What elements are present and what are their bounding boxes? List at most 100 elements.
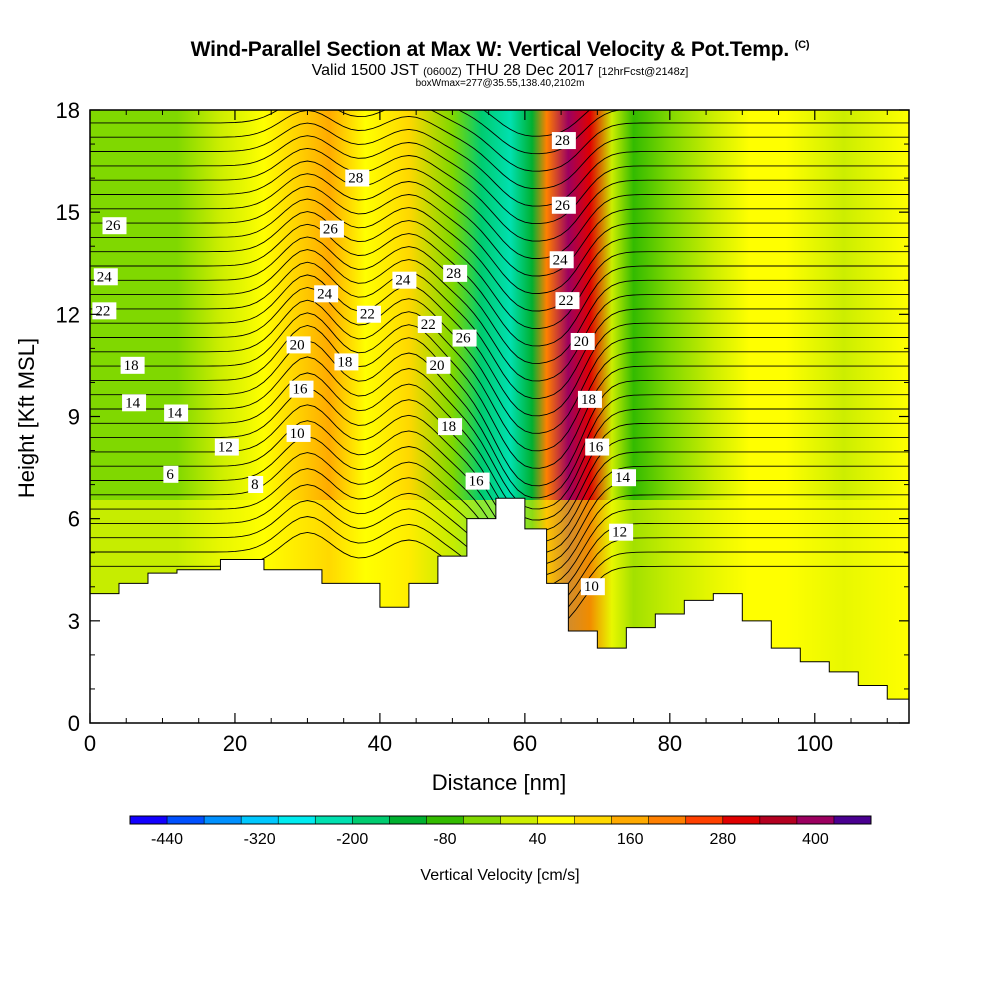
contour-label-bg [585, 438, 610, 456]
contour-label: 16 [292, 382, 308, 398]
contour-label-bg [286, 336, 311, 354]
colorbar: -440 -320 -200 -80 40 160 280 400 [129, 815, 872, 848]
contour-label: 28 [446, 266, 461, 282]
y-tick-label: 18 [56, 98, 80, 123]
contour-label-bg [334, 353, 359, 371]
contour-label-bg [120, 356, 145, 374]
contour-label-bg [92, 302, 117, 320]
contour-label-bg [580, 578, 605, 596]
colorbar-swatch [463, 816, 501, 824]
contour-label: 16 [588, 440, 604, 456]
x-tick-label: 80 [658, 731, 682, 756]
contour-label: 20 [290, 337, 305, 353]
isentrope-line [457, 110, 624, 155]
chart-subtitle: Valid 1500 JST (0600Z) THU 28 Dec 2017 [… [311, 62, 689, 79]
colorbar-swatch [722, 816, 761, 824]
contour-label-bg [612, 469, 637, 487]
contour-label: 8 [251, 477, 258, 493]
y-axis-label: Height [Kft MSL] [14, 338, 39, 498]
colorbar-swatch [315, 816, 353, 824]
y-tick-label: 3 [68, 609, 80, 634]
colorbar-swatch [685, 816, 724, 824]
colorbar-swatch [204, 816, 242, 824]
isentrope-line [90, 110, 909, 190]
y-tick-label: 0 [68, 711, 80, 736]
isentrope-line [482, 110, 591, 137]
contour-label-bg [356, 305, 381, 323]
y-tick-label: 6 [68, 507, 80, 532]
contour-label-bg [289, 380, 314, 398]
title-mark: (C) [794, 39, 810, 51]
contour-label-bg [214, 438, 239, 456]
colorbar-tick-label: 400 [802, 831, 829, 848]
colorbar-tick-label: -200 [336, 831, 368, 848]
contour-label: 18 [337, 354, 352, 370]
isentrope-line [90, 299, 909, 452]
x-tick-label: 0 [84, 731, 96, 756]
contour-label: 14 [167, 406, 183, 422]
isentrope-line [90, 135, 909, 225]
contour-label-bg [93, 268, 118, 286]
contour-label: 14 [125, 395, 141, 411]
contour-label-bg [122, 394, 147, 412]
contour-label: 12 [218, 440, 233, 456]
contour-label: 18 [124, 358, 139, 374]
contour-label: 26 [555, 198, 571, 214]
isentrope-line [90, 147, 909, 242]
contour-label-bg [570, 332, 595, 350]
isentrope-line [90, 236, 909, 364]
isentrope-line [90, 198, 909, 312]
colorbar-swatch [130, 816, 168, 824]
x-tick-label: 40 [368, 731, 392, 756]
contour-label: 16 [469, 474, 485, 490]
colorbar-swatch [278, 816, 316, 824]
contour-label: 28 [555, 133, 570, 149]
isentrope-line [90, 249, 909, 382]
colorbar-swatch [759, 816, 798, 824]
x-tick-label: 60 [513, 731, 537, 756]
contour-label-bg [426, 356, 451, 374]
isentrope-line [90, 185, 909, 294]
contour-label: 20 [429, 358, 444, 374]
isentrope-line [90, 160, 909, 259]
isentrope-line [90, 261, 909, 399]
isentrope-line [90, 211, 909, 329]
contour-label-bg [314, 285, 339, 303]
contour-label-bg [438, 418, 463, 436]
colorbar-swatch [167, 816, 205, 824]
contour-label: 26 [456, 331, 472, 347]
colorbar-swatch [389, 816, 427, 824]
colorbar-swatch [574, 816, 613, 824]
colorbar-tick-label: 40 [529, 831, 547, 848]
colorbar-tick-label: -440 [151, 831, 183, 848]
contour-label: 26 [105, 218, 121, 234]
contour-label: 10 [584, 579, 599, 595]
contour-label: 22 [360, 307, 375, 323]
chart-title: Wind-Parallel Section at Max W: Vertical… [190, 38, 810, 61]
isentrope-line [90, 173, 909, 277]
contour-label-bg [248, 476, 264, 494]
colorbar-swatch [426, 816, 464, 824]
colorbar-tick-label: -320 [244, 831, 276, 848]
terrain [90, 497, 909, 723]
contour-label-bg [577, 390, 602, 408]
isentrope-line [90, 274, 909, 417]
colorbar-tick-label: 160 [617, 831, 644, 848]
contour-label-bg [555, 292, 580, 310]
y-tick-label: 9 [68, 405, 80, 430]
contour-label: 18 [581, 392, 596, 408]
contour-label: 26 [323, 222, 339, 238]
contour-label: 22 [421, 317, 436, 333]
contour-label-bg [417, 315, 442, 333]
contour-label-bg [102, 217, 127, 235]
contour-label-bg [286, 424, 311, 442]
contour-label-bg [319, 220, 344, 238]
contour-label: 28 [348, 171, 363, 187]
contour-label-bg [443, 264, 468, 282]
x-tick-label: 20 [223, 731, 247, 756]
colorbar-tick-label: 280 [709, 831, 736, 848]
colorbar-swatch [833, 816, 872, 824]
contour-label-bg [392, 271, 417, 289]
colorbar-swatch [241, 816, 279, 824]
